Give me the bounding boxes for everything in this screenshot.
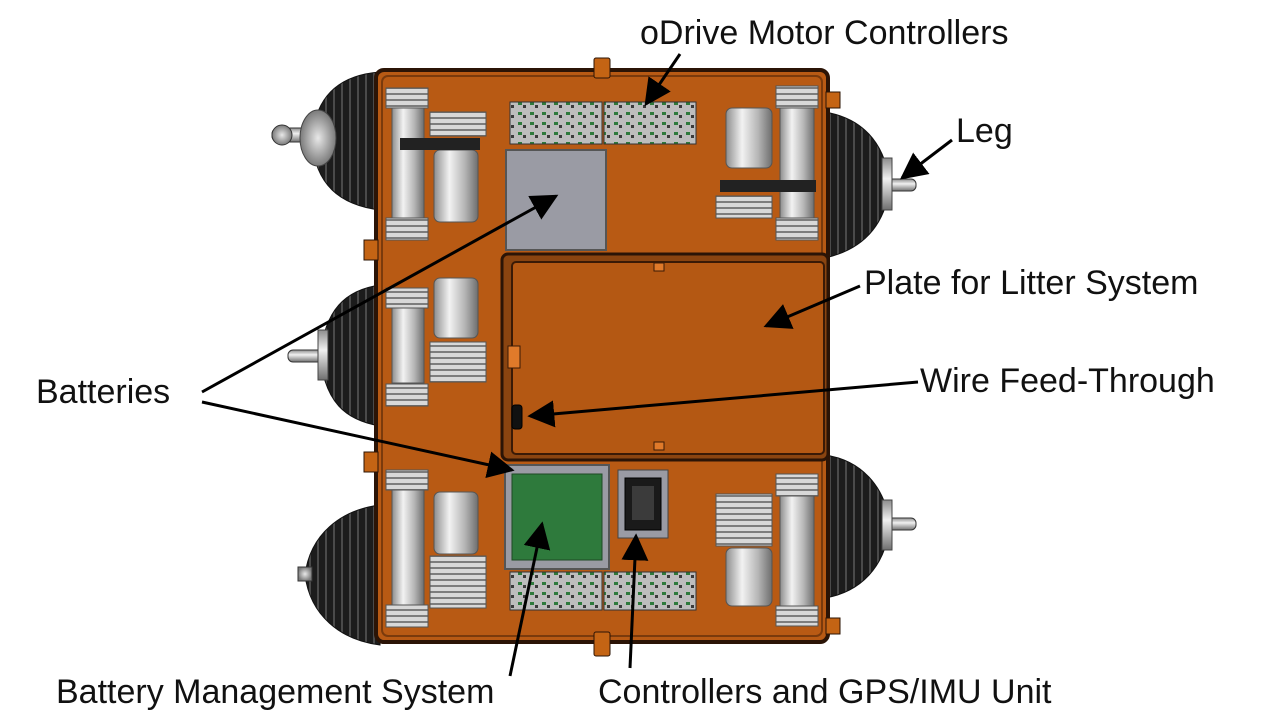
plate-clip-top (653, 262, 665, 272)
odrive-board-top-1 (509, 101, 603, 145)
arrow-controllers (621, 533, 649, 669)
spring-fr (775, 85, 819, 109)
tab-left-1 (363, 239, 379, 261)
pulley-fr (715, 195, 773, 219)
spring-rl (385, 469, 429, 491)
arrow-wire (527, 380, 919, 428)
drive-assembly-rear-left (385, 469, 487, 628)
motor-fr (725, 107, 773, 169)
leg-front-right (824, 111, 917, 259)
spring-rr (775, 473, 819, 497)
label-wire-feed-through: Wire Feed-Through (920, 362, 1215, 400)
bellows-mid-left (319, 284, 381, 427)
spring-ml (385, 287, 429, 309)
pulley-fl (429, 111, 487, 137)
motor-fl (433, 149, 479, 223)
arrow-plate (763, 284, 861, 329)
drive-assembly-front-right (715, 85, 819, 241)
shaft-rl (391, 489, 425, 606)
label-plate-for-litter-system: Plate for Litter System (864, 264, 1199, 302)
litter-plate-inner (511, 261, 825, 455)
plate-hinge (507, 345, 521, 369)
wire-feed-through-slot (511, 404, 523, 430)
label-leg: Leg (956, 112, 1013, 150)
spring-fl (385, 87, 429, 109)
leg-front-left (271, 71, 381, 211)
plate-clip-bottom (653, 441, 665, 451)
label-odrive-motor-controllers: oDrive Motor Controllers (640, 14, 1009, 52)
spring-rr-2 (775, 605, 819, 627)
drive-assembly-rear-right (715, 473, 819, 627)
gps-imu-detail (632, 486, 654, 520)
motor-rr (725, 547, 773, 607)
pulley-rl (429, 555, 487, 609)
hub-front-right (881, 157, 893, 211)
battery-bottom (504, 464, 610, 570)
tab-left-2 (363, 451, 379, 473)
tab-top (593, 57, 611, 79)
leg-rod-rear-left (297, 566, 313, 582)
tab-right-2 (825, 617, 841, 635)
shaft-rr (779, 495, 815, 607)
leg-rear-right (824, 454, 917, 599)
bellows-rear-right (824, 454, 891, 599)
leg-knob-front-left (271, 124, 293, 146)
odrive-board-bottom-2 (603, 571, 697, 611)
leg-mid-left (287, 284, 381, 427)
bms-board (511, 473, 603, 561)
arrow-odrive (644, 53, 682, 107)
leg-rear-left (297, 504, 381, 646)
hub-mid-left (317, 329, 329, 381)
controllers-gps-imu-unit (617, 469, 669, 539)
shaft-ml (391, 307, 425, 384)
drive-assembly-mid-left (385, 277, 487, 407)
callout-arrows (201, 53, 953, 677)
label-batteries: Batteries (36, 373, 171, 411)
shaft-fl (391, 107, 425, 219)
arrow-leg (899, 138, 953, 180)
bellows-front-right (824, 111, 891, 259)
shaft-fr (779, 107, 815, 219)
arrow-batteries-bottom (201, 400, 515, 478)
motor-rl (433, 491, 479, 555)
odrive-boards-top (509, 101, 697, 145)
pulley-ml (429, 341, 487, 383)
drive-assembly-front-left (385, 87, 487, 241)
spring-fr-2 (775, 217, 819, 241)
spring-rl-2 (385, 604, 429, 628)
spring-fl-2 (385, 217, 429, 241)
litter-plate (500, 252, 830, 462)
tab-bottom (593, 631, 611, 657)
label-battery-management-system: Battery Management System (56, 673, 495, 711)
arrow-bms (508, 521, 551, 677)
pulley-rr (715, 493, 773, 547)
motor-ml (433, 277, 479, 339)
bellows-rear-left (304, 504, 381, 646)
belt-fl (400, 138, 480, 150)
tab-right-1 (825, 91, 841, 109)
spring-ml-2 (385, 383, 429, 407)
odrive-board-top-2 (603, 101, 697, 145)
arrow-batteries-top (201, 194, 559, 394)
hub-front-left (299, 109, 337, 167)
hub-rear-right (881, 499, 893, 551)
belt-fr (720, 180, 816, 192)
label-controllers-gps-imu: Controllers and GPS/IMU Unit (598, 673, 1052, 711)
battery-top (505, 149, 607, 251)
